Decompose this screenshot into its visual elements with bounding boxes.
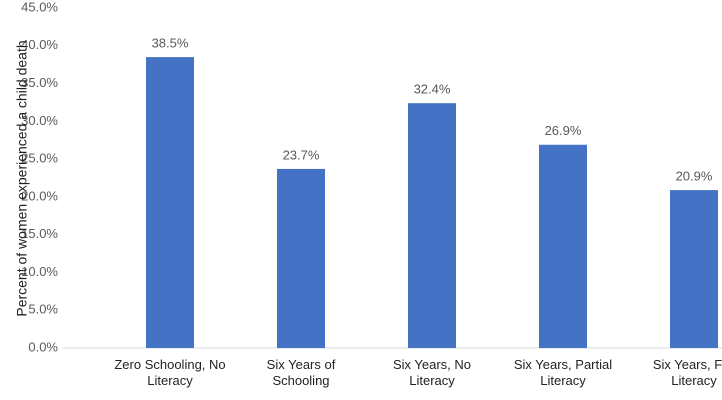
y-tick-label: 30.0% xyxy=(21,113,58,128)
y-tick-label: 20.0% xyxy=(21,188,58,203)
y-axis-label: Percent of women experienced a child dea… xyxy=(13,40,30,317)
value-label: 32.4% xyxy=(414,82,451,97)
x-tick-label: Six Years, No Literacy xyxy=(392,357,472,388)
bar xyxy=(670,190,718,348)
y-tick-label: 45.0% xyxy=(21,0,58,14)
y-tick-label: 15.0% xyxy=(21,226,58,241)
y-tick-label: 0.0% xyxy=(28,339,58,354)
x-tick-label: Zero Schooling, No Literacy xyxy=(114,357,226,388)
bar xyxy=(408,103,456,348)
x-tick-label: Six Years, Full Literacy xyxy=(652,357,722,388)
bar xyxy=(539,144,587,348)
value-label: 23.7% xyxy=(283,147,320,162)
x-tick-label: Six Years of Schooling xyxy=(266,357,336,388)
x-tick-label: Six Years, Partial Literacy xyxy=(513,357,613,388)
y-tick-label: 40.0% xyxy=(21,37,58,52)
value-label: 26.9% xyxy=(545,123,582,138)
y-tick-label: 35.0% xyxy=(21,75,58,90)
bar xyxy=(277,168,325,348)
value-label: 20.9% xyxy=(676,169,713,184)
bar xyxy=(146,57,194,348)
y-tick-label: 10.0% xyxy=(21,264,58,279)
y-tick-label: 5.0% xyxy=(28,302,58,317)
value-label: 38.5% xyxy=(152,36,189,51)
y-tick-label: 25.0% xyxy=(21,151,58,166)
